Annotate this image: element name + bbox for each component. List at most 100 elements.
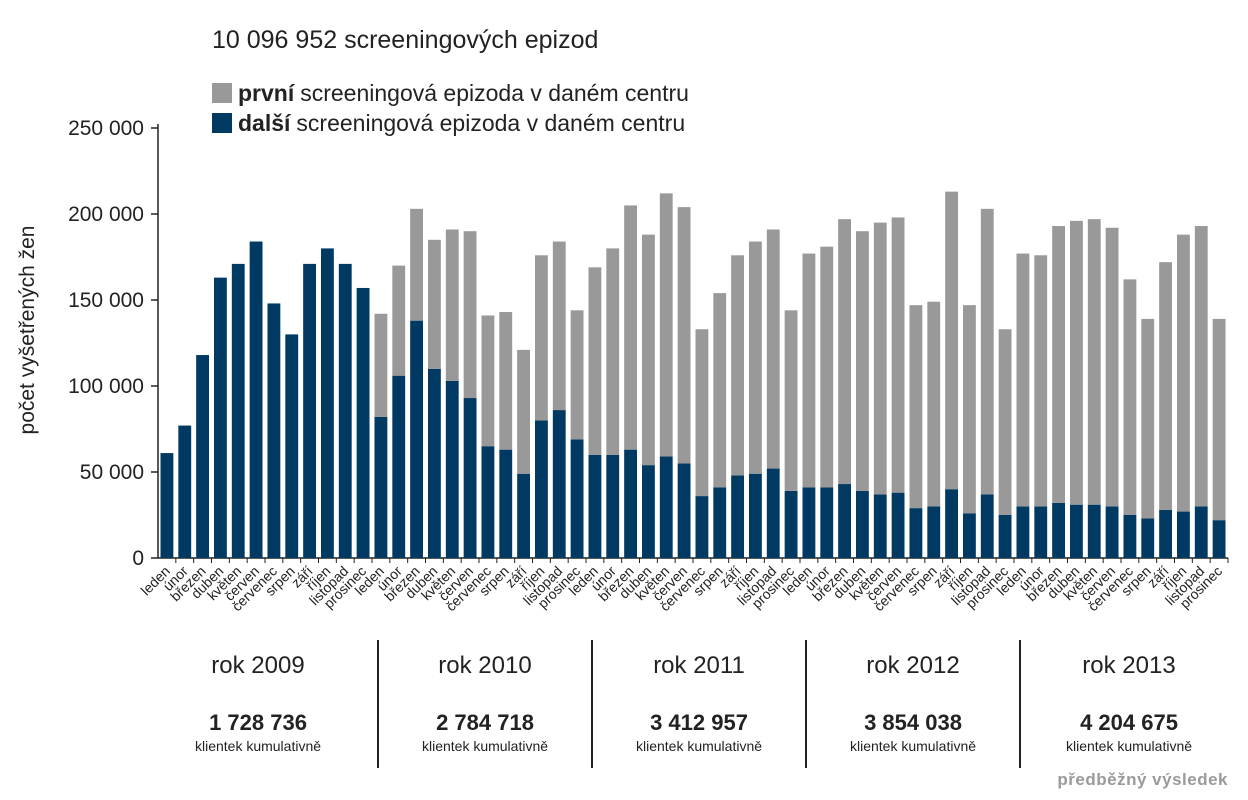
bar-next-episode [713, 487, 727, 558]
footnote: předběžný výsledek [1057, 770, 1228, 789]
bar-first-episode [552, 241, 566, 411]
bar-next-episode [338, 263, 352, 558]
bar-next-episode [659, 456, 673, 558]
bar-next-episode [891, 492, 905, 558]
bar-first-episode [624, 205, 638, 450]
bar-next-episode [1087, 504, 1101, 558]
bar-next-episode [677, 463, 691, 558]
bar-first-episode [1141, 318, 1155, 519]
legend-bold-next: další [238, 110, 291, 136]
year-cumulative-total: 3 412 957 [650, 710, 748, 735]
bar-next-episode [784, 490, 798, 558]
bar-next-episode [534, 420, 548, 558]
bar-next-episode [445, 380, 459, 558]
bar-next-episode [320, 248, 334, 558]
bar-first-episode [1212, 318, 1226, 521]
year-summary: rok 2012 3 854 038 klientek kumulativně [806, 652, 1020, 754]
bar-next-episode [873, 494, 887, 558]
bar-next-episode [178, 425, 192, 558]
year-cumulative-total: 2 784 718 [436, 710, 534, 735]
year-cumulative-note: klientek kumulativně [849, 738, 977, 754]
bar-first-episode [1069, 220, 1083, 505]
bar-first-episode [802, 253, 816, 488]
bar-first-episode [606, 248, 620, 455]
bar-next-episode [517, 473, 531, 558]
bar-next-episode [855, 490, 869, 558]
year-cumulative-note: klientek kumulativně [194, 738, 322, 754]
bar-next-episode [392, 375, 406, 558]
bar-first-episode [499, 312, 513, 450]
bar-next-episode [196, 355, 210, 558]
year-label: rok 2011 [653, 652, 745, 679]
bar-first-episode [945, 191, 959, 490]
bar-first-episode [1123, 279, 1137, 515]
year-label: rok 2010 [438, 652, 532, 679]
bar-next-episode [481, 446, 495, 558]
bar-first-episode [695, 329, 709, 497]
bar-first-episode [1176, 234, 1190, 512]
bar-first-episode [891, 217, 905, 493]
bar-next-episode [962, 513, 976, 558]
bar-first-episode [374, 313, 388, 417]
bar-next-episode [303, 263, 317, 558]
bar-first-episode [517, 349, 531, 474]
year-cumulative-note: klientek kumulativně [421, 738, 549, 754]
bar-first-episode [1034, 255, 1048, 507]
bar-first-episode [1194, 226, 1208, 507]
legend-text-next: screeningová epizoda v daném centru [296, 110, 686, 136]
bar-first-episode [1016, 253, 1030, 507]
bar-next-episode [213, 277, 227, 558]
bar-next-episode [249, 241, 263, 558]
bar-first-episode [1052, 226, 1066, 503]
legend: první screeningová epizoda v daném centr… [212, 78, 689, 138]
bar-next-episode [980, 494, 994, 558]
bar-next-episode [410, 320, 424, 558]
bar-next-episode [499, 449, 513, 558]
legend-swatch-first [212, 83, 232, 103]
bar-first-episode [659, 193, 673, 457]
year-label: rok 2013 [1082, 652, 1176, 679]
year-summary: rok 2010 2 784 718 klientek kumulativně [378, 652, 592, 754]
bar-next-episode [1194, 506, 1208, 558]
legend-item-next: další screeningová epizoda v daném centr… [212, 108, 689, 138]
bar-next-episode [231, 263, 245, 558]
bar-first-episode [748, 241, 762, 474]
bar-first-episode [820, 246, 834, 488]
bar-first-episode [1087, 219, 1101, 505]
y-tick-label: 0 [132, 547, 144, 570]
bar-first-episode [481, 315, 495, 447]
y-tick-label: 150 000 [68, 289, 144, 312]
bar-next-episode [356, 287, 370, 558]
chart-title: 10 096 952 screeningových epizod [212, 26, 599, 54]
year-summary: rok 2011 3 412 957 klientek kumulativně [592, 652, 806, 754]
bar-next-episode [731, 475, 745, 558]
bar-next-episode [1034, 506, 1048, 558]
bar-next-episode [606, 454, 620, 558]
bar-next-episode [267, 303, 281, 558]
bar-next-episode [909, 508, 923, 558]
bar-next-episode [766, 468, 780, 558]
bar-first-episode [588, 267, 602, 455]
bar-first-episode [731, 255, 745, 476]
legend-text-first: screeningová epizoda v daném centru [300, 80, 689, 106]
bar-next-episode [374, 416, 388, 558]
legend-swatch-next [212, 113, 232, 133]
bar-next-episode [820, 487, 834, 558]
bar-next-episode [945, 489, 959, 558]
year-cumulative-total: 1 728 736 [209, 710, 307, 735]
bar-first-episode [909, 305, 923, 509]
bar-next-episode [1105, 506, 1119, 558]
y-tick-label: 250 000 [68, 117, 144, 140]
bar-first-episode [641, 234, 655, 466]
year-summary: rok 2009 1 728 736 klientek kumulativně [138, 652, 378, 754]
year-label: rok 2012 [866, 652, 960, 679]
bar-first-episode [766, 229, 780, 469]
bar-next-episode [427, 368, 441, 558]
legend-bold-first: první [238, 80, 295, 106]
bar-next-episode [624, 449, 638, 558]
bar-first-episode [855, 231, 869, 491]
year-summary: rok 2013 4 204 675 klientek kumulativně [1020, 652, 1238, 754]
bar-next-episode [1141, 518, 1155, 558]
bar-first-episode [980, 208, 994, 495]
